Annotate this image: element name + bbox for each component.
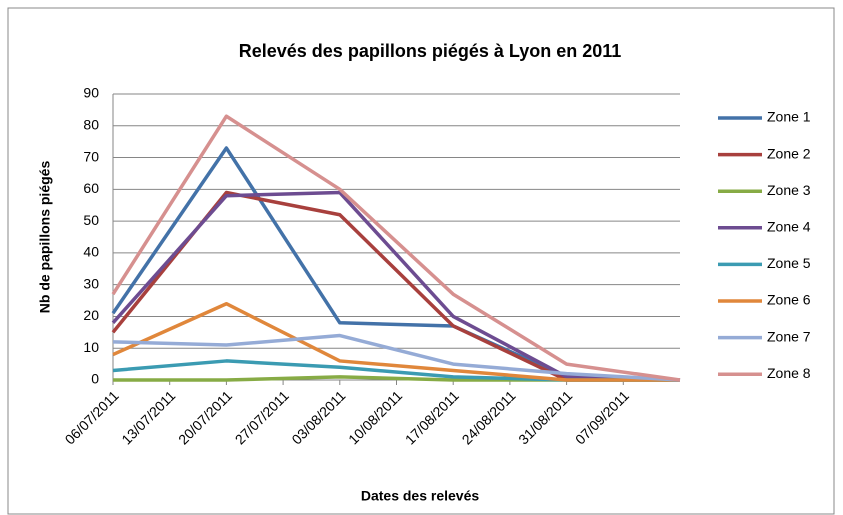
chart-title: Relevés des papillons piégés à Lyon en 2… bbox=[239, 41, 622, 61]
y-axis-label: Nb de papillons piégés bbox=[37, 161, 53, 314]
y-tick-label: 0 bbox=[91, 371, 99, 387]
series-line bbox=[111, 114, 681, 382]
legend-label: Zone 5 bbox=[767, 255, 811, 271]
y-tick-label: 80 bbox=[83, 116, 99, 132]
y-tick-label: 50 bbox=[83, 212, 99, 228]
y-tick-label: 20 bbox=[83, 307, 99, 323]
series-line bbox=[112, 301, 680, 382]
legend-label: Zone 2 bbox=[767, 145, 811, 161]
legend-label: Zone 3 bbox=[767, 182, 811, 198]
y-tick-label: 70 bbox=[83, 148, 99, 164]
series-line bbox=[111, 190, 681, 382]
y-tick-label: 10 bbox=[83, 339, 99, 355]
legend-label: Zone 6 bbox=[767, 292, 811, 308]
legend-label: Zone 1 bbox=[767, 109, 811, 125]
legend-label: Zone 8 bbox=[767, 365, 811, 381]
y-tick-label: 60 bbox=[83, 180, 99, 196]
y-tick-label: 90 bbox=[83, 85, 99, 101]
y-tick-label: 30 bbox=[83, 275, 99, 291]
x-axis-label: Dates des relevés bbox=[361, 488, 480, 504]
y-tick-label: 40 bbox=[83, 244, 99, 260]
legend-label: Zone 4 bbox=[767, 219, 811, 235]
series-line bbox=[112, 333, 681, 382]
legend-label: Zone 7 bbox=[767, 328, 811, 344]
chart-frame bbox=[7, 7, 835, 515]
